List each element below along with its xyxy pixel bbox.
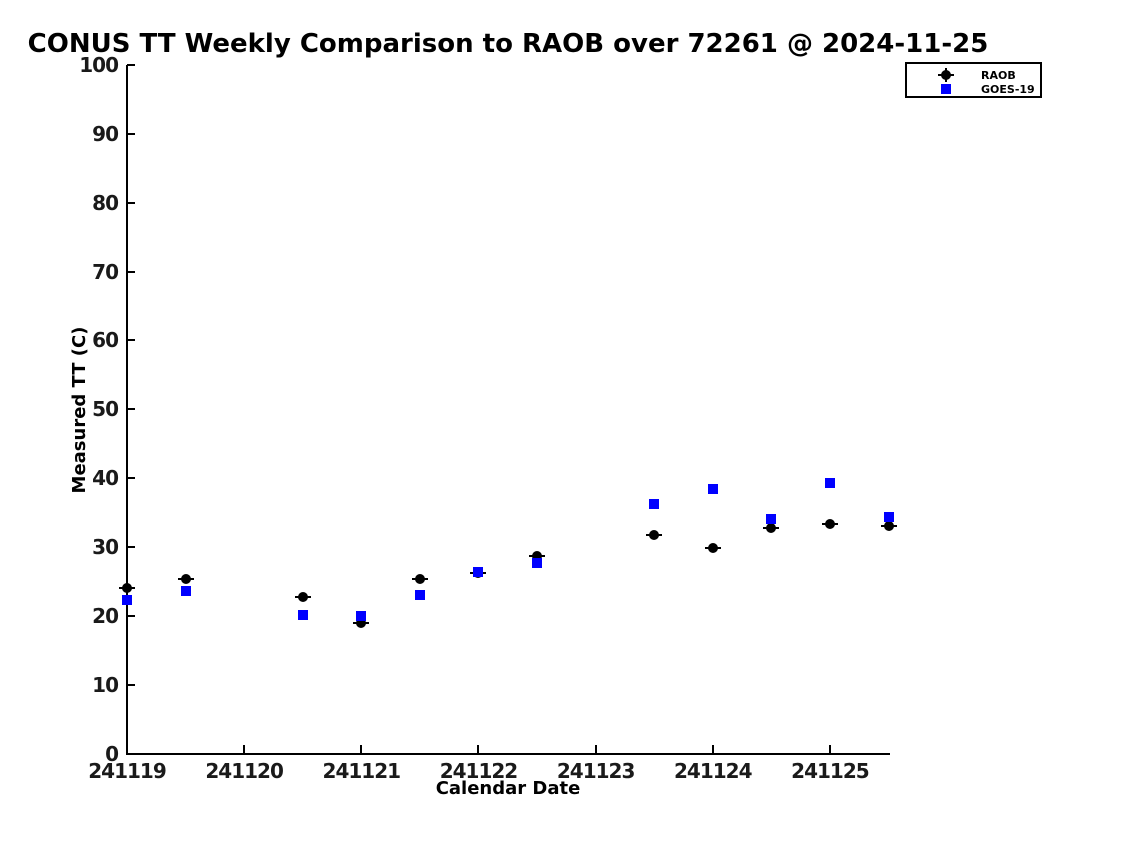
goes-19-point <box>473 567 484 578</box>
y-tick <box>127 545 135 548</box>
raob-point <box>883 521 894 532</box>
y-tick <box>127 477 135 480</box>
x-tick <box>126 744 128 753</box>
x-tick-label: 241121 <box>322 758 402 783</box>
x-tick-label: 241125 <box>791 758 870 783</box>
x-tick-label: 241120 <box>205 758 284 783</box>
x-tick <box>360 744 363 753</box>
y-tick <box>127 683 135 686</box>
x-axis-label: Calendar Date <box>435 778 581 799</box>
goes-19-point <box>414 590 425 601</box>
y-tick <box>127 132 135 135</box>
y-tick-label: 70 <box>92 259 119 284</box>
goes-19-point <box>297 610 308 621</box>
y-tick-label: 10 <box>92 672 119 697</box>
raob-point <box>649 530 660 541</box>
goes-19-point <box>766 514 777 525</box>
x-tick-label: 241123 <box>556 758 636 783</box>
legend-box: RAOB GOES-19 <box>905 62 1042 98</box>
goes-19-point <box>883 511 894 522</box>
raob-point <box>414 573 425 584</box>
y-tick <box>127 64 135 66</box>
raob-point <box>532 550 543 561</box>
legend-label-raob: RAOB <box>981 69 1016 82</box>
goes-19-point <box>356 611 367 622</box>
x-tick-label: 241122 <box>439 758 519 783</box>
raob-point <box>707 543 718 554</box>
goes-19-square-icon <box>937 81 955 97</box>
goes-19-point <box>532 558 543 569</box>
goes-19-point <box>122 594 132 605</box>
y-tick-label: 100 <box>79 53 119 77</box>
y-tick <box>127 614 135 617</box>
x-tick <box>594 744 597 753</box>
y-tick-label: 0 <box>105 741 119 766</box>
y-tick <box>127 339 135 342</box>
raob-errorbar-circle-icon <box>937 67 955 83</box>
y-tick-label: 90 <box>92 121 119 146</box>
y-tick <box>127 408 135 411</box>
y-tick-label: 60 <box>92 328 119 353</box>
raob-point <box>766 522 777 533</box>
x-tick <box>477 744 480 753</box>
raob-point <box>356 617 367 628</box>
legend-label-goes-19: GOES-19 <box>981 83 1035 96</box>
x-tick <box>243 744 246 753</box>
goes-19-point <box>180 586 191 596</box>
y-tick-label: 40 <box>92 466 119 491</box>
raob-point <box>824 518 835 529</box>
y-tick <box>127 752 135 755</box>
y-axis-label: Measured TT (C) <box>69 326 90 494</box>
goes-19-point <box>649 499 660 510</box>
y-tick <box>127 270 135 273</box>
x-tick <box>828 744 831 753</box>
y-tick-label: 50 <box>92 397 119 422</box>
legend-entry-raob: RAOB <box>907 67 1040 83</box>
goes-19-point <box>707 484 718 495</box>
x-tick <box>711 744 714 753</box>
raob-point <box>122 582 132 593</box>
chart-title: CONUS TT Weekly Comparison to RAOB over … <box>27 29 989 59</box>
legend-entry-goes-19: GOES-19 <box>907 81 1040 97</box>
raob-point <box>297 592 308 603</box>
y-tick-label: 30 <box>92 534 119 559</box>
y-tick <box>127 201 135 204</box>
x-tick-label: 241124 <box>674 758 753 783</box>
x-axis-spine <box>126 752 890 755</box>
x-tick-label: 241119 <box>88 758 167 783</box>
raob-point <box>180 573 191 584</box>
y-tick-label: 20 <box>92 603 119 628</box>
goes-19-point <box>824 477 835 488</box>
y-tick-label: 80 <box>92 190 119 215</box>
